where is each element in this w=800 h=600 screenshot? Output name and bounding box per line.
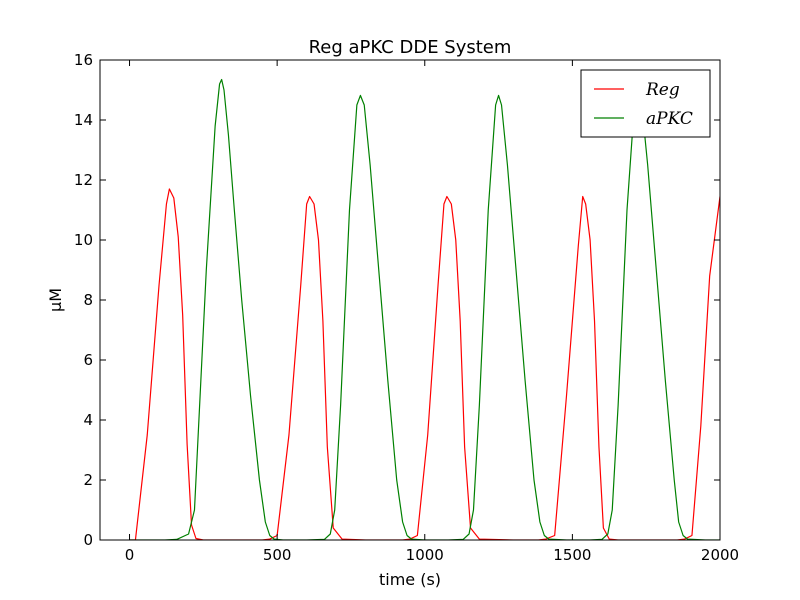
x-tick-label: 0 — [125, 546, 135, 564]
y-tick-label: 0 — [83, 531, 93, 549]
x-tick-label: 2000 — [701, 546, 739, 564]
legend-frame — [580, 69, 711, 138]
x-tick-label: 1500 — [553, 546, 591, 564]
y-tick-label: 10 — [74, 231, 93, 249]
y-tick-label: 16 — [74, 51, 93, 69]
y-tick-label: 14 — [74, 111, 93, 129]
y-axis-label: μM — [46, 288, 65, 312]
series-line-reg — [129, 188, 720, 540]
chart-title: Reg aPKC DDE System — [309, 37, 512, 58]
plot-frame — [99, 59, 721, 541]
tick-labels-layer: 0 500 1000 1500 2000 0 2 4 6 8 10 12 14 16 — [74, 51, 739, 564]
legend: Reg aPKC — [580, 69, 711, 138]
x-tick-label: 500 — [263, 546, 292, 564]
y-tick-label: 2 — [83, 471, 93, 489]
x-axis-label: time (s) — [379, 570, 441, 589]
legend-label-apkc: aPKC — [646, 109, 693, 129]
y-tick-label: 6 — [83, 351, 93, 369]
y-tick-label: 4 — [83, 411, 93, 429]
legend-label-reg: Reg — [645, 80, 680, 100]
x-tick-label: 1000 — [406, 546, 444, 564]
y-tick-label: 12 — [74, 171, 93, 189]
y-tick-label: 8 — [83, 291, 93, 309]
